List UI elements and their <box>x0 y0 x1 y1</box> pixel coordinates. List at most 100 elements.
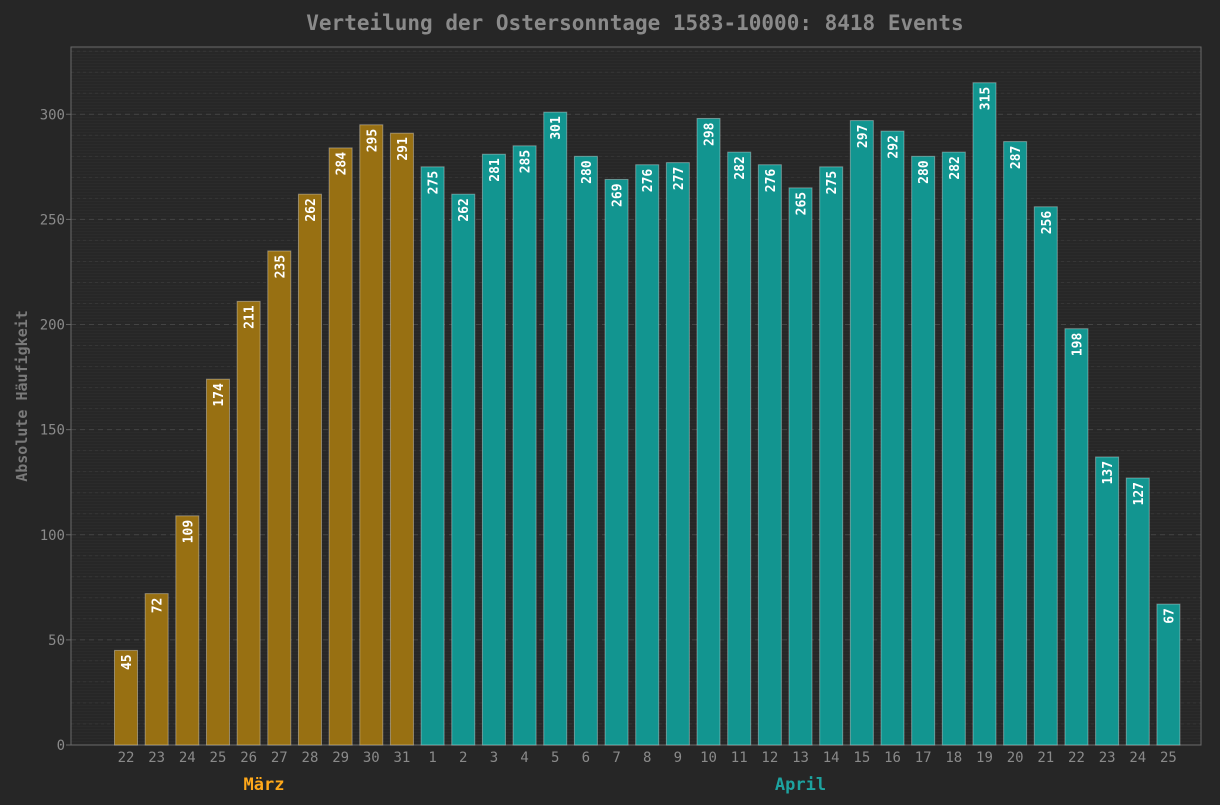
bar-value-label: 72 <box>151 598 166 614</box>
bar <box>911 155 936 746</box>
bar <box>236 300 261 746</box>
x-tick-label: 29 <box>332 750 349 766</box>
bar <box>144 593 169 746</box>
x-tick-label: 19 <box>976 750 993 766</box>
x-tick-label: 24 <box>179 750 196 766</box>
y-tick-label: 50 <box>48 633 65 649</box>
bar-value-label: 45 <box>120 654 135 670</box>
bar-value-label: 269 <box>611 183 626 206</box>
x-tick-label: 16 <box>884 750 901 766</box>
bar <box>788 187 813 746</box>
bar <box>389 132 414 746</box>
bar-value-label: 275 <box>825 171 840 194</box>
x-tick-label: 27 <box>271 750 288 766</box>
bar <box>512 145 537 746</box>
bar-value-label: 284 <box>335 152 350 176</box>
bar-value-label: 282 <box>948 156 963 179</box>
y-tick-label: 300 <box>40 107 65 123</box>
bar <box>1125 477 1150 746</box>
x-tick-label: 23 <box>148 750 165 766</box>
bar-value-label: 276 <box>641 169 656 193</box>
bar <box>941 151 966 746</box>
bar-value-label: 67 <box>1162 608 1177 624</box>
bar <box>420 166 445 746</box>
bar-value-label: 275 <box>427 171 442 194</box>
x-tick-label: 17 <box>915 750 932 766</box>
x-tick-label: 24 <box>1129 750 1146 766</box>
bar <box>267 250 292 746</box>
y-axis-label: Absolute Häufigkeit <box>13 310 31 482</box>
bar <box>1003 141 1028 746</box>
bar <box>849 120 874 746</box>
plot-area: 0501001502002503004522722310924174252112… <box>40 46 1202 795</box>
bar-value-label: 298 <box>703 122 718 146</box>
bar-value-label: 127 <box>1132 482 1147 505</box>
bar <box>696 117 721 746</box>
bar-value-label: 256 <box>1040 211 1055 235</box>
x-tick-label: 15 <box>853 750 870 766</box>
x-tick-label: 14 <box>823 750 840 766</box>
bar <box>481 153 506 746</box>
bar-value-label: 280 <box>917 160 932 184</box>
x-tick-label: 22 <box>118 750 135 766</box>
bar <box>1095 456 1120 746</box>
x-tick-label: 1 <box>428 750 436 766</box>
y-tick-label: 250 <box>40 212 65 228</box>
x-tick-label: 8 <box>643 750 651 766</box>
y-tick-label: 200 <box>40 318 65 334</box>
month-label: April <box>775 775 826 795</box>
bar-value-label: 109 <box>181 520 196 543</box>
x-tick-label: 22 <box>1068 750 1085 766</box>
x-tick-label: 20 <box>1007 750 1024 766</box>
y-tick-label: 0 <box>57 738 65 754</box>
bar-value-label: 315 <box>978 87 993 110</box>
x-tick-label: 4 <box>520 750 528 766</box>
bar <box>451 193 476 746</box>
bar-value-label: 281 <box>488 158 503 182</box>
bar-value-label: 198 <box>1070 333 1085 357</box>
x-tick-label: 12 <box>761 750 778 766</box>
bar <box>205 378 230 746</box>
x-tick-label: 13 <box>792 750 809 766</box>
bar-value-label: 285 <box>519 150 534 173</box>
x-tick-label: 7 <box>612 750 620 766</box>
bar-value-label: 211 <box>243 305 258 329</box>
bar-value-label: 137 <box>1101 461 1116 484</box>
bar-value-label: 235 <box>273 255 288 278</box>
x-tick-label: 2 <box>459 750 467 766</box>
bar <box>757 164 782 746</box>
x-tick-label: 10 <box>700 750 717 766</box>
bar <box>972 82 997 746</box>
bar-value-label: 297 <box>856 125 871 148</box>
bar-value-label: 276 <box>764 169 779 193</box>
bar-value-label: 291 <box>396 137 411 161</box>
x-tick-label: 21 <box>1037 750 1054 766</box>
x-tick-label: 5 <box>551 750 559 766</box>
x-tick-label: 30 <box>363 750 380 766</box>
x-tick-label: 28 <box>302 750 319 766</box>
bar <box>727 151 752 746</box>
bar <box>1033 206 1058 746</box>
x-tick-label: 31 <box>394 750 411 766</box>
bar <box>635 164 660 746</box>
bar-value-label: 280 <box>580 160 595 184</box>
chart-title: Verteilung der Ostersonntage 1583-10000:… <box>306 11 963 35</box>
bar-value-label: 277 <box>672 167 687 190</box>
x-tick-label: 25 <box>210 750 227 766</box>
x-tick-label: 26 <box>240 750 257 766</box>
x-tick-label: 23 <box>1099 750 1116 766</box>
bar <box>604 178 629 746</box>
bar-value-label: 301 <box>549 116 564 140</box>
x-tick-label: 11 <box>731 750 748 766</box>
bar <box>175 515 200 746</box>
y-tick-label: 150 <box>40 423 65 439</box>
bar <box>1064 328 1089 746</box>
bar <box>1156 603 1181 746</box>
x-tick-label: 18 <box>945 750 962 766</box>
x-tick-label: 6 <box>582 750 590 766</box>
bar <box>543 111 568 746</box>
y-tick-label: 100 <box>40 528 65 544</box>
bar <box>573 155 598 746</box>
bar <box>328 147 353 746</box>
bar <box>880 130 905 746</box>
